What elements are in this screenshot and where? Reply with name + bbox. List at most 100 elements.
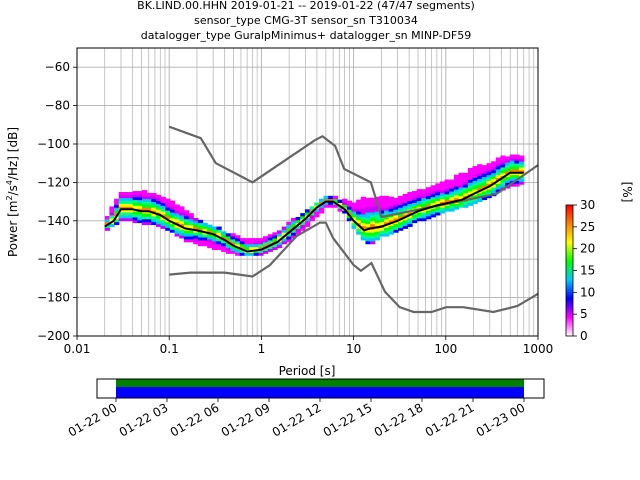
density-cell xyxy=(402,208,408,212)
density-cell xyxy=(370,238,376,242)
density-cell xyxy=(467,168,474,172)
y-tick-label: −80 xyxy=(45,99,70,113)
density-cell xyxy=(402,214,408,218)
density-cell xyxy=(295,225,301,229)
density-cell xyxy=(165,210,171,214)
density-cell xyxy=(146,207,152,211)
y-axis-label: Power [m2/s4/Hz] [dB] xyxy=(5,127,20,257)
density-cell xyxy=(281,238,287,242)
density-cell xyxy=(458,187,464,191)
density-cell xyxy=(123,209,129,213)
density-cell xyxy=(211,243,218,248)
density-cell xyxy=(365,220,371,225)
density-cell xyxy=(430,191,436,195)
density-cell xyxy=(449,202,455,206)
density-cell xyxy=(263,244,269,249)
density-cell xyxy=(151,195,157,200)
density-cell xyxy=(379,207,385,211)
density-cell xyxy=(467,188,474,192)
density-cell xyxy=(486,194,492,199)
density-cell xyxy=(123,200,129,204)
density-cell xyxy=(281,226,287,230)
density-cell xyxy=(272,243,278,248)
density-cell xyxy=(290,229,297,233)
density-cell xyxy=(132,193,138,198)
density-cell xyxy=(439,195,446,200)
density-cell xyxy=(123,203,129,207)
density-cell xyxy=(393,215,399,219)
density-cell xyxy=(207,227,213,231)
density-cell xyxy=(328,204,334,208)
density-cell xyxy=(356,211,362,215)
density-cell xyxy=(365,206,371,210)
density-cell xyxy=(449,185,455,189)
density-cell xyxy=(128,215,134,219)
density-cell xyxy=(398,201,404,205)
density-cell xyxy=(463,201,469,205)
density-cell xyxy=(123,212,129,216)
density-cell xyxy=(519,164,525,168)
density-cell xyxy=(486,192,492,196)
colorbar-label: [%] xyxy=(620,182,634,203)
density-cell xyxy=(439,192,446,197)
density-cell xyxy=(128,217,134,222)
density-cell xyxy=(267,237,273,241)
density-cell xyxy=(216,232,222,236)
density-cell xyxy=(328,195,334,200)
density-cell xyxy=(398,213,404,217)
density-cell xyxy=(505,159,511,163)
density-cell xyxy=(169,217,176,222)
density-cell xyxy=(155,194,162,199)
density-cell xyxy=(267,234,273,238)
density-cell xyxy=(458,184,464,188)
density-cell xyxy=(295,231,301,235)
density-cell xyxy=(500,161,506,165)
density-cell xyxy=(141,192,148,197)
density-cell xyxy=(197,228,204,232)
density-cell xyxy=(155,220,162,225)
density-cell xyxy=(332,198,339,202)
density-cell xyxy=(300,213,306,217)
density-cell xyxy=(514,183,520,187)
density-cell xyxy=(411,202,418,206)
density-cell xyxy=(416,194,422,199)
density-cell xyxy=(342,201,348,205)
density-cell xyxy=(263,241,269,246)
density-cell xyxy=(221,242,227,247)
density-cell xyxy=(202,222,208,226)
density-cell xyxy=(337,199,343,203)
mode-curve xyxy=(104,171,524,253)
density-cell xyxy=(188,218,194,223)
density-cell xyxy=(258,252,264,256)
density-cell xyxy=(207,224,213,228)
density-cell xyxy=(384,195,390,200)
density-cell xyxy=(449,182,455,186)
density-cell xyxy=(416,206,422,210)
density-cell xyxy=(444,205,450,209)
density-cell xyxy=(430,211,436,215)
density-cell xyxy=(123,194,129,199)
density-cell xyxy=(267,240,273,244)
density-cell xyxy=(519,158,525,162)
density-cell xyxy=(118,197,124,202)
density-cell xyxy=(379,227,385,231)
density-cell xyxy=(123,215,129,219)
density-cell xyxy=(286,236,292,240)
density-cell xyxy=(179,229,185,233)
density-cell xyxy=(477,198,483,202)
density-cell xyxy=(435,189,441,193)
density-cell xyxy=(505,182,511,186)
density-cell xyxy=(137,211,143,215)
density-cell xyxy=(435,186,441,190)
density-cell xyxy=(430,208,436,212)
density-cell xyxy=(388,202,394,206)
density-cell xyxy=(379,230,385,234)
density-cell xyxy=(477,167,483,171)
density-cell xyxy=(491,178,497,182)
density-cell xyxy=(337,202,343,206)
density-cell xyxy=(384,227,390,231)
density-cell xyxy=(221,248,227,252)
density-cell xyxy=(253,243,259,248)
colorbar-tick-label: 10 xyxy=(580,285,595,299)
density-cell xyxy=(509,163,516,167)
